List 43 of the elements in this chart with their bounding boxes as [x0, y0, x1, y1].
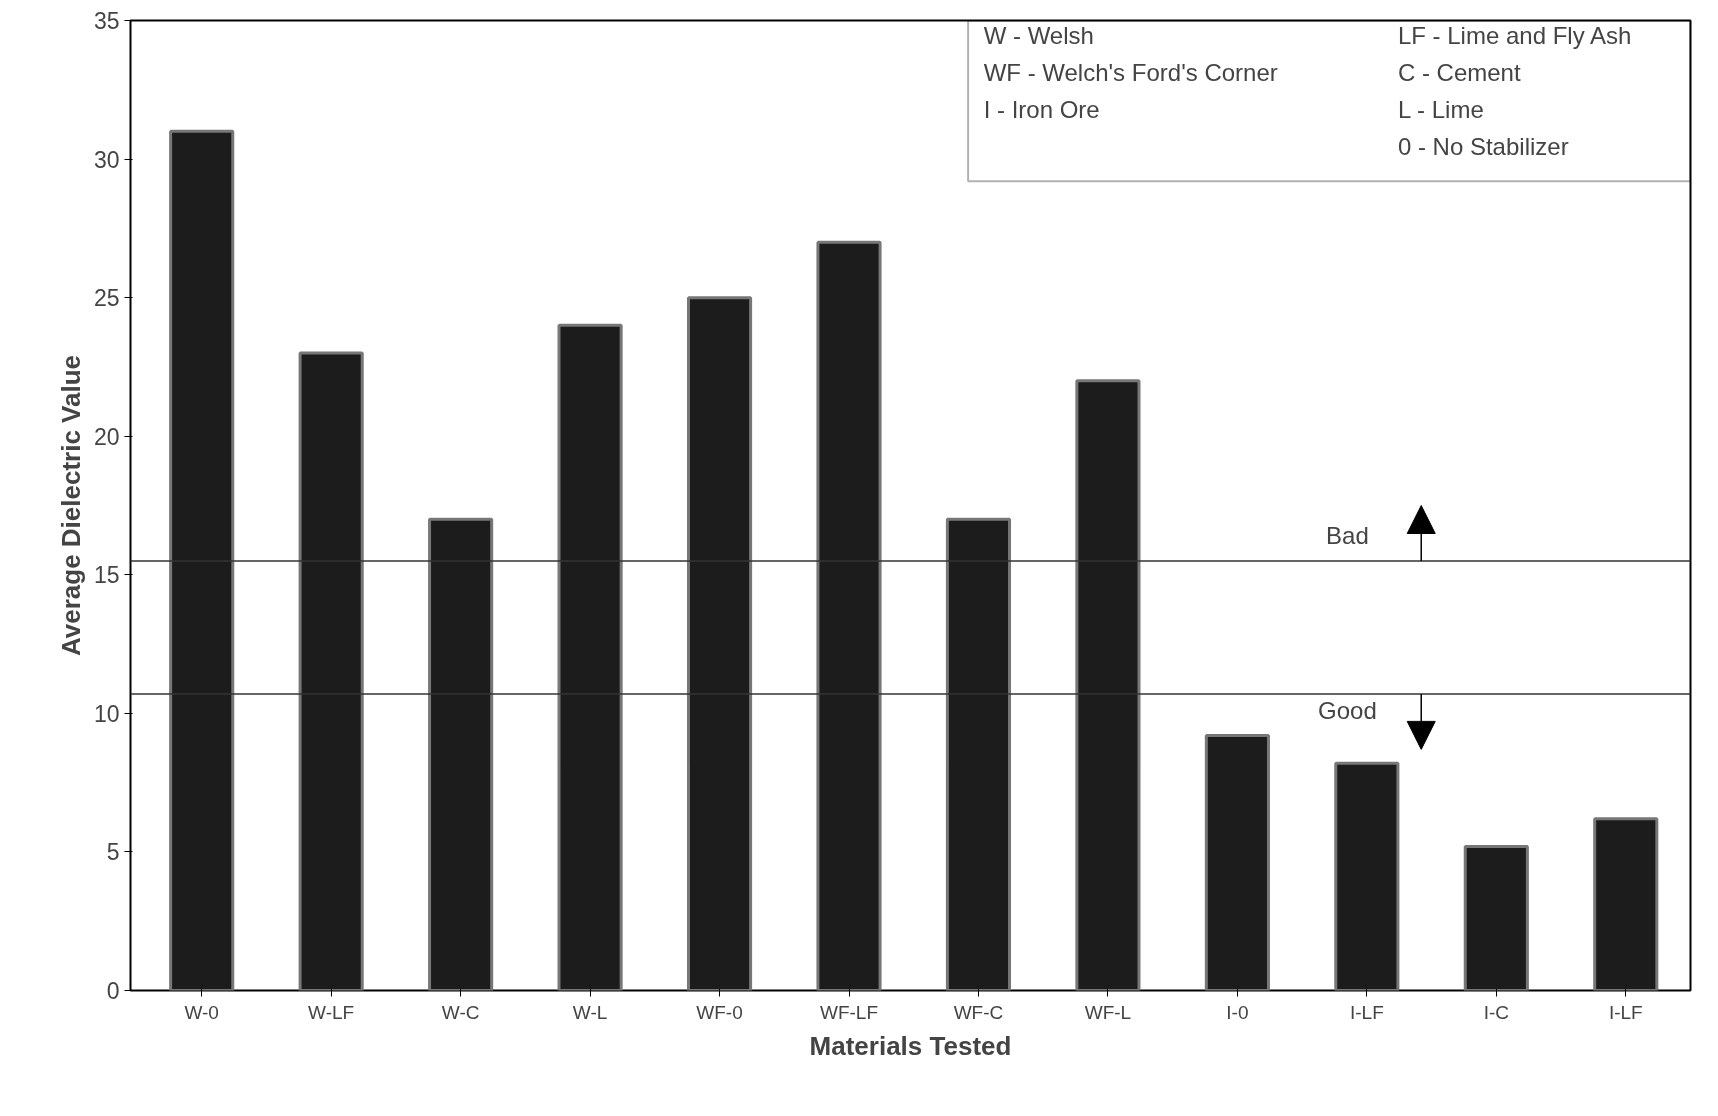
x-tick-label: W-LF [308, 1001, 355, 1023]
annotation: L - Lime [1397, 95, 1484, 123]
x-tick-label: WF-0 [696, 1001, 743, 1023]
bar [169, 129, 235, 991]
bar [816, 240, 882, 991]
x-tick-label: W-L [572, 1001, 608, 1023]
annotation: C - Cement [1397, 59, 1521, 87]
y-axis-title: Average Dielectric Value [55, 354, 86, 657]
bar [1463, 844, 1529, 991]
y-tick-label: 30 [93, 146, 120, 173]
y-tick-label: 15 [93, 562, 120, 589]
y-tick-label: 10 [93, 700, 120, 727]
x-tick-label: WF-C [953, 1001, 1004, 1023]
bar [1593, 817, 1659, 991]
bar [428, 517, 494, 991]
ref-line-label: Good [1318, 697, 1377, 725]
annotation: I - Iron Ore [983, 95, 1100, 123]
annotation: 0 - No Stabilizer [1397, 132, 1569, 160]
bar [945, 517, 1012, 991]
y-tick-label: 0 [106, 978, 120, 1004]
bar [1334, 761, 1400, 991]
y-tick-label: 35 [93, 8, 120, 34]
x-tick-label: I-C [1483, 1001, 1509, 1023]
ref-line-label: Bad [1326, 522, 1369, 550]
x-tick-label: I-0 [1226, 1001, 1249, 1023]
bar [1075, 379, 1141, 991]
bar [686, 296, 753, 991]
x-axis-title: Materials Tested [809, 1030, 1012, 1061]
annotation: W - Welsh [983, 22, 1094, 50]
x-tick-label: I-LF [1349, 1001, 1384, 1023]
x-tick-label: W-0 [184, 1001, 219, 1023]
x-tick-label: W-C [441, 1001, 480, 1023]
y-tick-label: 5 [106, 839, 120, 866]
annotation: LF - Lime and Fly Ash [1397, 22, 1632, 50]
y-tick-label: 25 [93, 285, 120, 312]
bar [298, 351, 364, 991]
bar [557, 323, 623, 991]
y-tick-label: 20 [93, 423, 120, 450]
annotation: WF - Welch's Ford's Corner [983, 59, 1278, 87]
x-tick-label: WF-LF [819, 1001, 879, 1023]
x-tick-label: WF-L [1084, 1001, 1132, 1023]
x-tick-label: I-LF [1608, 1001, 1643, 1023]
bar [1204, 734, 1270, 991]
